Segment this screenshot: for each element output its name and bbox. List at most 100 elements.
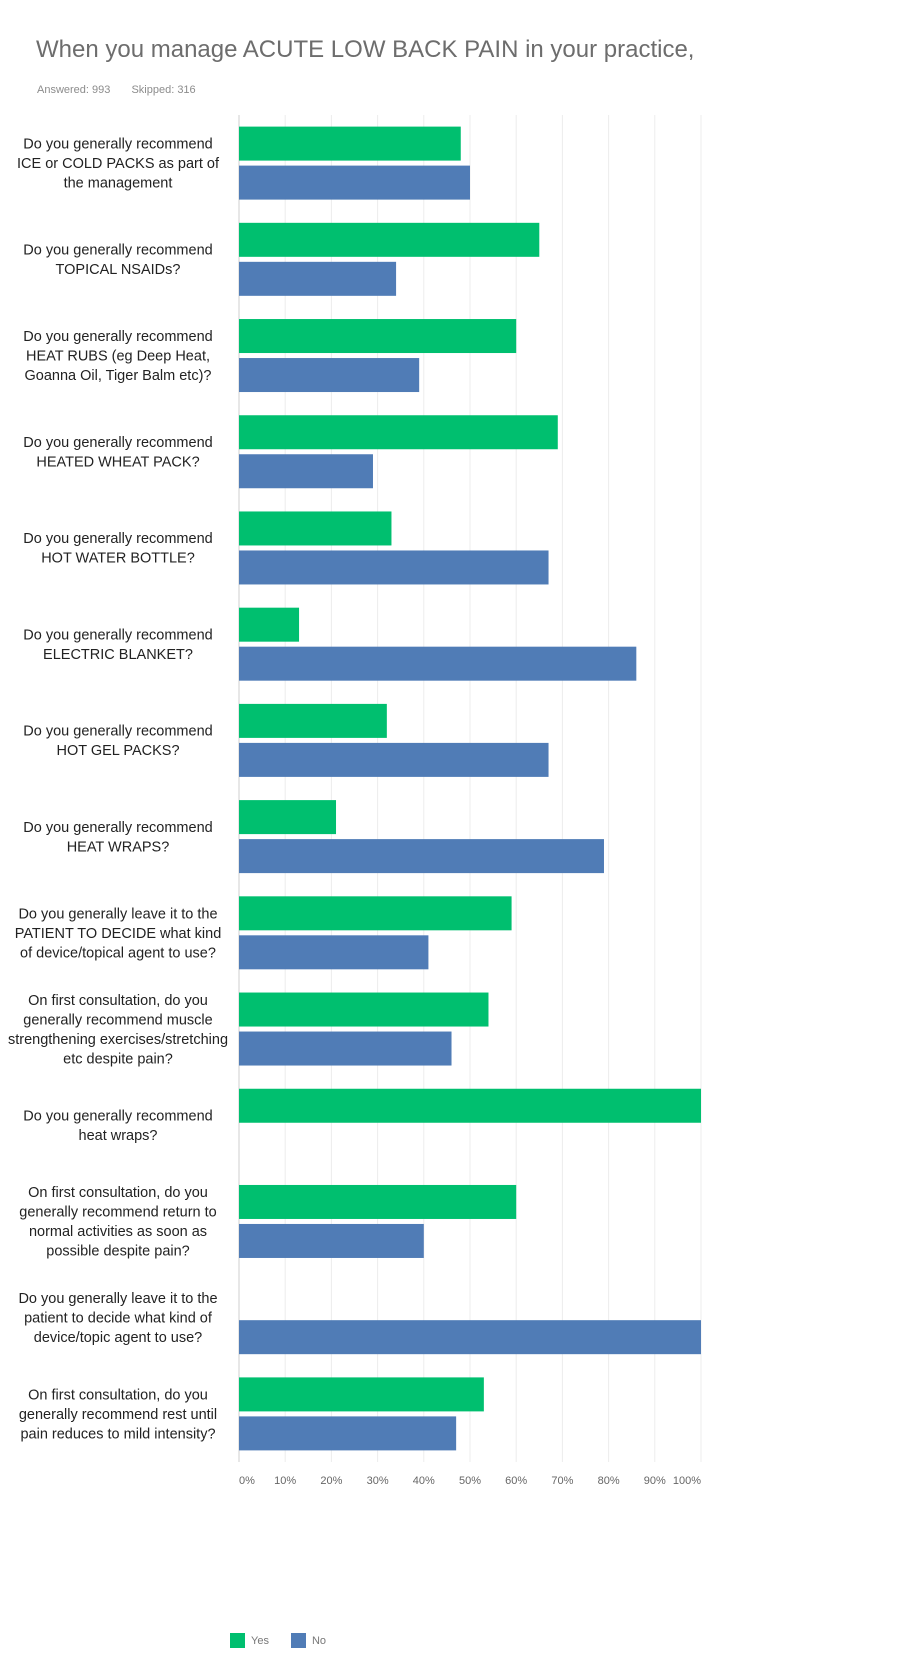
x-tick-label: 80% bbox=[598, 1475, 620, 1487]
bar-yes[interactable] bbox=[239, 511, 392, 546]
bar-yes[interactable] bbox=[239, 126, 461, 161]
bar-no[interactable] bbox=[239, 358, 420, 393]
category-label: Do you generally leave it to the PATIENT … bbox=[15, 906, 222, 961]
x-tick-label: 70% bbox=[551, 1475, 573, 1487]
category-label-line: pain reduces to mild intensity? bbox=[20, 1426, 215, 1442]
bar-no[interactable] bbox=[239, 261, 397, 296]
category-label-line: patient to decide what kind of bbox=[24, 1311, 213, 1327]
category-label-line: Do you generally recommend bbox=[23, 329, 212, 345]
category-label: Do you generally recommend ICE or COLD PA… bbox=[17, 137, 220, 192]
bar-no[interactable] bbox=[239, 454, 373, 489]
bar-yes[interactable] bbox=[239, 896, 512, 931]
bar-yes[interactable] bbox=[239, 222, 540, 257]
x-tick-label: 100% bbox=[673, 1475, 701, 1487]
category-label: Do you generally recommend HOT GEL PACKS? bbox=[23, 724, 212, 760]
bar-yes[interactable] bbox=[239, 800, 337, 835]
category-label-line: strengthening exercises/stretching bbox=[8, 1032, 228, 1048]
chart-title: When you manage ACUTE LOW BACK PAIN in y… bbox=[36, 36, 695, 63]
category-label: Do you generally recommend heat wraps? bbox=[23, 1109, 212, 1145]
response-stats: Answered: 993 Skipped: 316 bbox=[37, 84, 214, 96]
bar-no[interactable] bbox=[239, 1031, 452, 1066]
category-label: Do you generally recommend HEAT RUBS (eg … bbox=[23, 329, 212, 384]
category-label-line: TOPICAL NSAIDs? bbox=[56, 262, 181, 278]
bar-yes[interactable] bbox=[239, 992, 489, 1027]
x-tick-label: 40% bbox=[413, 1475, 435, 1487]
category-label-line: generally recommend muscle bbox=[23, 1012, 212, 1028]
category-label-line: On first consultation, do you bbox=[28, 1185, 208, 1201]
category-label-line: HOT GEL PACKS? bbox=[56, 743, 179, 759]
answered-count: Answered: 993 bbox=[37, 84, 111, 96]
category-label-line: generally recommend return to bbox=[19, 1205, 216, 1221]
category-label-line: Do you generally leave it to the bbox=[18, 906, 217, 922]
category-label-line: HEAT WRAPS? bbox=[67, 839, 170, 855]
x-tick-label: 90% bbox=[644, 1475, 666, 1487]
category-label-line: device/topic agent to use? bbox=[34, 1330, 202, 1346]
bar-yes[interactable] bbox=[239, 607, 300, 642]
category-label: On first consultation, do you generally r… bbox=[19, 1387, 217, 1442]
x-tick-label: 20% bbox=[320, 1475, 342, 1487]
bar-yes[interactable] bbox=[239, 1088, 701, 1123]
x-tick-label: 30% bbox=[367, 1475, 389, 1487]
category-label-line: Do you generally recommend bbox=[23, 724, 212, 740]
category-label-line: Do you generally recommend bbox=[23, 243, 212, 259]
category-label: Do you generally recommend HEAT WRAPS? bbox=[23, 820, 212, 856]
category-label-line: Do you generally recommend bbox=[23, 137, 212, 153]
category-label-line: heat wraps? bbox=[79, 1128, 158, 1144]
bar-no[interactable] bbox=[239, 550, 549, 585]
category-label-line: HEAT RUBS (eg Deep Heat, bbox=[26, 349, 210, 365]
category-label-line: Do you generally recommend bbox=[23, 531, 212, 547]
category-label-line: of device/topical agent to use? bbox=[20, 945, 216, 961]
bar-no[interactable] bbox=[239, 935, 429, 970]
category-label: Do you generally recommend HEATED WHEAT P… bbox=[23, 435, 212, 471]
bar-no[interactable] bbox=[239, 165, 470, 200]
x-tick-label: 0% bbox=[239, 1475, 255, 1487]
legend-item-yes[interactable]: Yes bbox=[230, 1633, 269, 1648]
bar-no[interactable] bbox=[239, 1416, 457, 1451]
legend-swatch-no bbox=[290, 1633, 306, 1648]
category-label-line: normal activities as soon as bbox=[29, 1224, 207, 1240]
chart-legend: Yes No bbox=[230, 1633, 348, 1648]
category-label: On first consultation, do you generally r… bbox=[8, 993, 228, 1068]
category-label-line: possible despite pain? bbox=[46, 1244, 190, 1260]
bar-yes[interactable] bbox=[239, 703, 387, 738]
bar-no[interactable] bbox=[239, 646, 637, 681]
category-label: Do you generally recommend HOT WATER BOTT… bbox=[23, 531, 212, 567]
category-label-line: On first consultation, do you bbox=[28, 993, 208, 1009]
bar-no[interactable] bbox=[239, 839, 604, 874]
category-label-line: ELECTRIC BLANKET? bbox=[43, 647, 193, 663]
category-label: Do you generally recommend ELECTRIC BLANK… bbox=[23, 627, 212, 663]
category-label-line: Do you generally recommend bbox=[23, 1109, 212, 1125]
bar-yes[interactable] bbox=[239, 319, 517, 354]
category-label-line: Do you generally leave it to the bbox=[18, 1291, 217, 1307]
category-label-line: HOT WATER BOTTLE? bbox=[41, 551, 195, 567]
legend-label-no: No bbox=[311, 1634, 327, 1647]
category-label-line: Do you generally recommend bbox=[23, 627, 212, 643]
legend-swatch-yes bbox=[230, 1633, 245, 1648]
x-tick-label: 50% bbox=[459, 1475, 481, 1487]
category-label-line: PATIENT TO DECIDE what kind bbox=[15, 926, 222, 942]
legend-label-yes: Yes bbox=[251, 1634, 269, 1647]
bar-yes[interactable] bbox=[239, 1184, 517, 1219]
legend-item-no[interactable]: No bbox=[290, 1633, 327, 1648]
category-label: Do you generally leave it to the patient … bbox=[18, 1291, 217, 1346]
category-label: Do you generally recommend TOPICAL NSAIDs… bbox=[23, 243, 212, 279]
bar-no[interactable] bbox=[239, 742, 549, 777]
x-tick-label: 10% bbox=[274, 1475, 296, 1487]
category-label: On first consultation, do you generally r… bbox=[19, 1185, 216, 1260]
category-label-line: etc despite pain? bbox=[63, 1051, 173, 1067]
x-tick-label: 60% bbox=[505, 1475, 527, 1487]
category-label-line: HEATED WHEAT PACK? bbox=[36, 455, 199, 471]
category-label-line: Do you generally recommend bbox=[23, 820, 212, 836]
bar-yes[interactable] bbox=[239, 415, 558, 450]
category-label-line: ICE or COLD PACKS as part of bbox=[17, 156, 220, 172]
category-label-line: Do you generally recommend bbox=[23, 435, 212, 451]
category-label-line: generally recommend rest until bbox=[19, 1407, 217, 1423]
category-label-line: the management bbox=[64, 176, 173, 192]
bar-no[interactable] bbox=[239, 1223, 424, 1258]
bar-no[interactable] bbox=[239, 1320, 701, 1355]
bar-yes[interactable] bbox=[239, 1377, 484, 1412]
category-label-line: Goanna Oil, Tiger Balm etc)? bbox=[25, 368, 212, 384]
category-label-line: On first consultation, do you bbox=[28, 1387, 208, 1403]
skipped-count: Skipped: 316 bbox=[131, 84, 196, 96]
